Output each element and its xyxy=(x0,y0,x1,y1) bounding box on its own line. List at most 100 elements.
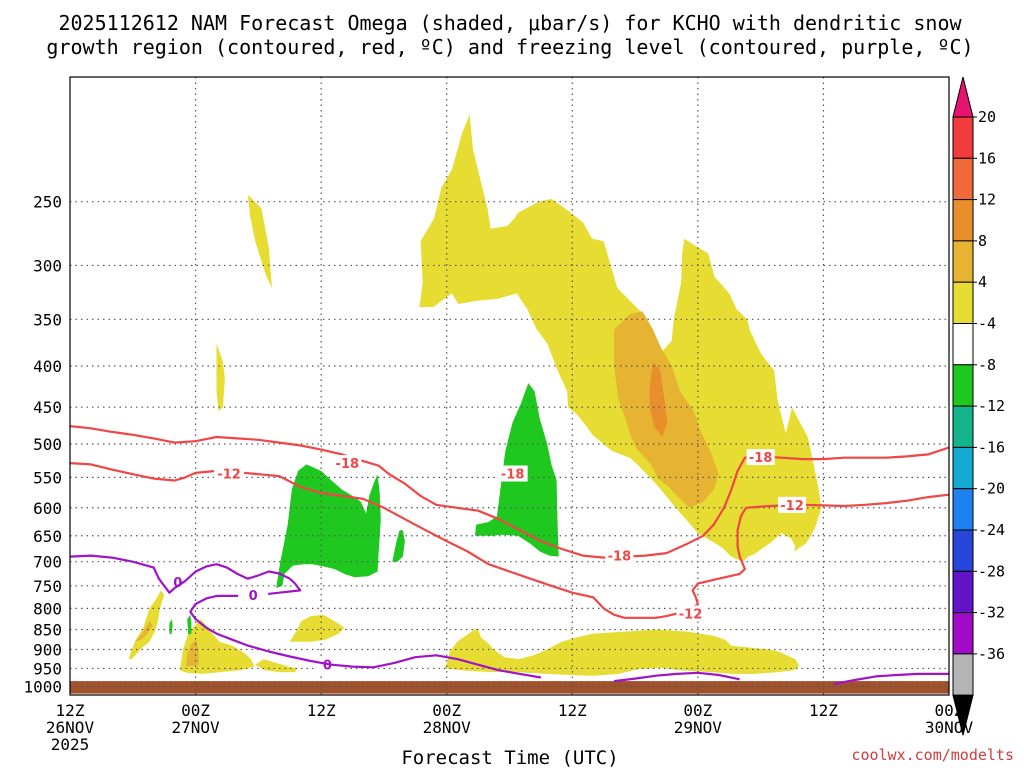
dgz-contour-1 xyxy=(69,425,950,559)
colorbar-swatch-8 xyxy=(952,446,974,490)
colorbar-label-0: 20 xyxy=(978,108,996,126)
omega-region-11-level-4 xyxy=(444,627,800,676)
omega-region-6-level-8 xyxy=(134,621,153,642)
dgz-extra-label-0: -18 xyxy=(336,457,360,472)
dgz-extra-label-3: -12 xyxy=(679,608,703,623)
y-tick-label-600: 600 xyxy=(33,499,62,518)
y-tick-label-950: 950 xyxy=(33,659,62,678)
y-tick-label-350: 350 xyxy=(33,310,62,329)
colorbar-swatch-7 xyxy=(952,405,974,448)
colorbar-label-11: -28 xyxy=(978,562,1005,580)
colorbar-swatch-11 xyxy=(952,570,974,614)
y-tick-label-1000: 1000 xyxy=(23,677,62,696)
y-tick-label-300: 300 xyxy=(33,256,62,275)
dgz-contour-label-bg-0 xyxy=(214,465,245,482)
colorbar-top-triangle xyxy=(952,76,974,118)
x-tick-label-24-line1: 12Z xyxy=(307,701,336,720)
x-tick-label-72-line1: 12Z xyxy=(809,701,838,720)
y-tick-label-800: 800 xyxy=(33,599,62,618)
dgz-contour-label-bg-1 xyxy=(497,465,528,482)
dgz-extra-label-bg-0 xyxy=(333,455,362,472)
colorbar-swatch-12 xyxy=(952,612,974,655)
colorbar-label-9: -20 xyxy=(978,480,1005,498)
colorbar: 20 16 12 8 4 -4 -8 -12 -16 -20 -24 -28 -32 -36 xyxy=(952,76,1005,736)
colorbar-label-3: 8 xyxy=(978,232,987,250)
freezing-extra-label-6: 0 xyxy=(323,659,332,674)
y-tick-label-450: 450 xyxy=(33,398,62,417)
omega-region-16-level-neg4 xyxy=(169,619,173,635)
colorbar-label-7: -12 xyxy=(978,397,1005,415)
y-tick-label-900: 900 xyxy=(33,641,62,660)
y-tick-label-650: 650 xyxy=(33,527,62,546)
dgz-contour-label-0: -12 xyxy=(217,468,241,483)
x-tick-label-12-line1: 00Z xyxy=(181,701,210,720)
omega-region-5-level-4 xyxy=(128,590,165,660)
x-tick-label-48-line1: 12Z xyxy=(558,701,587,720)
colorbar-label-2: 12 xyxy=(978,191,996,209)
colorbar-swatch-3 xyxy=(952,240,974,283)
omega-region-8-level-8 xyxy=(186,639,199,667)
y-tick-label-250: 250 xyxy=(33,193,62,212)
omega-region-13-level-neg4 xyxy=(392,530,405,562)
colorbar-label-1: 16 xyxy=(978,149,996,167)
omega-region-10-level-4 xyxy=(255,659,298,673)
freezing-contour-2 xyxy=(833,672,949,685)
colorbar-label-8: -16 xyxy=(978,438,1005,456)
y-tick-label-550: 550 xyxy=(33,468,62,487)
omega-region-1-level-4 xyxy=(216,343,225,412)
x-axis-label: Forecast Time (UTC) xyxy=(401,747,618,768)
colorbar-bottom-triangle xyxy=(952,694,974,736)
x-tick-label-36-line2: 28NOV xyxy=(423,718,472,737)
freezing-contour-label-bg-0 xyxy=(238,586,269,603)
freezing-contour-1 xyxy=(613,671,740,683)
y-tick-label-500: 500 xyxy=(33,435,62,454)
omega-region-0-level-4 xyxy=(247,194,272,288)
dgz-extra-label-1: -18 xyxy=(749,451,773,466)
colorbar-label-10: -24 xyxy=(978,521,1005,539)
colorbar-swatch-0 xyxy=(952,116,974,159)
y-tick-label-700: 700 xyxy=(33,553,62,572)
y-tick-label-400: 400 xyxy=(33,357,62,376)
freezing-extra-label-bg-5 xyxy=(163,574,192,591)
colorbar-label-6: -8 xyxy=(978,356,996,374)
colorbar-swatch-5 xyxy=(952,323,974,366)
plot-area: -12 -18 -18 -18 -12 -12 -18 0 0 0 xyxy=(69,76,950,696)
x-tick-label-0-line2: 26NOV xyxy=(46,718,95,737)
colorbar-swatch-10 xyxy=(952,529,974,572)
terrain-ground xyxy=(70,681,949,694)
colorbar-label-4: 4 xyxy=(978,273,987,291)
freezing-extra-label-5: 0 xyxy=(173,576,182,591)
x-tick-label-0-line1: 12Z xyxy=(56,701,85,720)
omega-region-4-level-12 xyxy=(649,361,668,437)
colorbar-label-13: -36 xyxy=(978,645,1005,663)
plot-frame xyxy=(69,76,950,696)
dgz-contour-label-1: -18 xyxy=(501,468,525,483)
dgz-extra-label-bg-4 xyxy=(605,547,634,564)
x-tick-label-36-line1: 00Z xyxy=(432,701,461,720)
colorbar-swatch-13 xyxy=(952,653,974,696)
colorbar-label-12: -32 xyxy=(978,604,1005,622)
colorbar-swatch-1 xyxy=(952,157,974,201)
x-tick-label-60-line1: 00Z xyxy=(683,701,712,720)
omega-region-14-level-neg4 xyxy=(187,614,192,635)
omega-region-12-level-neg4 xyxy=(276,464,381,589)
colorbar-swatch-9 xyxy=(952,488,974,531)
colorbar-label-5: -4 xyxy=(978,315,996,333)
omega-region-9-level-4 xyxy=(289,614,345,642)
dgz-contour-0 xyxy=(69,462,950,619)
x-tick-label-12-line2: 27NOV xyxy=(171,718,220,737)
colorbar-swatch-6 xyxy=(952,364,974,407)
dgz-extra-label-4: -18 xyxy=(608,550,632,565)
y-tick-label-850: 850 xyxy=(33,621,62,640)
dgz-extra-label-2: -12 xyxy=(780,499,804,514)
chart-title-line2: growth region (contoured, red, ºC) and f… xyxy=(46,35,973,59)
colorbar-swatch-4 xyxy=(952,281,974,325)
dgz-extra-label-bg-2 xyxy=(778,496,807,513)
colorbar-swatch-2 xyxy=(952,199,974,242)
freezing-contour-label-0: 0 xyxy=(249,589,258,604)
omega-region-3-level-8 xyxy=(614,311,719,508)
x-tick-label-60-line2: 29NOV xyxy=(674,718,723,737)
plot-background xyxy=(70,77,949,695)
x-tick-label-0-line3: 2025 xyxy=(51,735,90,754)
